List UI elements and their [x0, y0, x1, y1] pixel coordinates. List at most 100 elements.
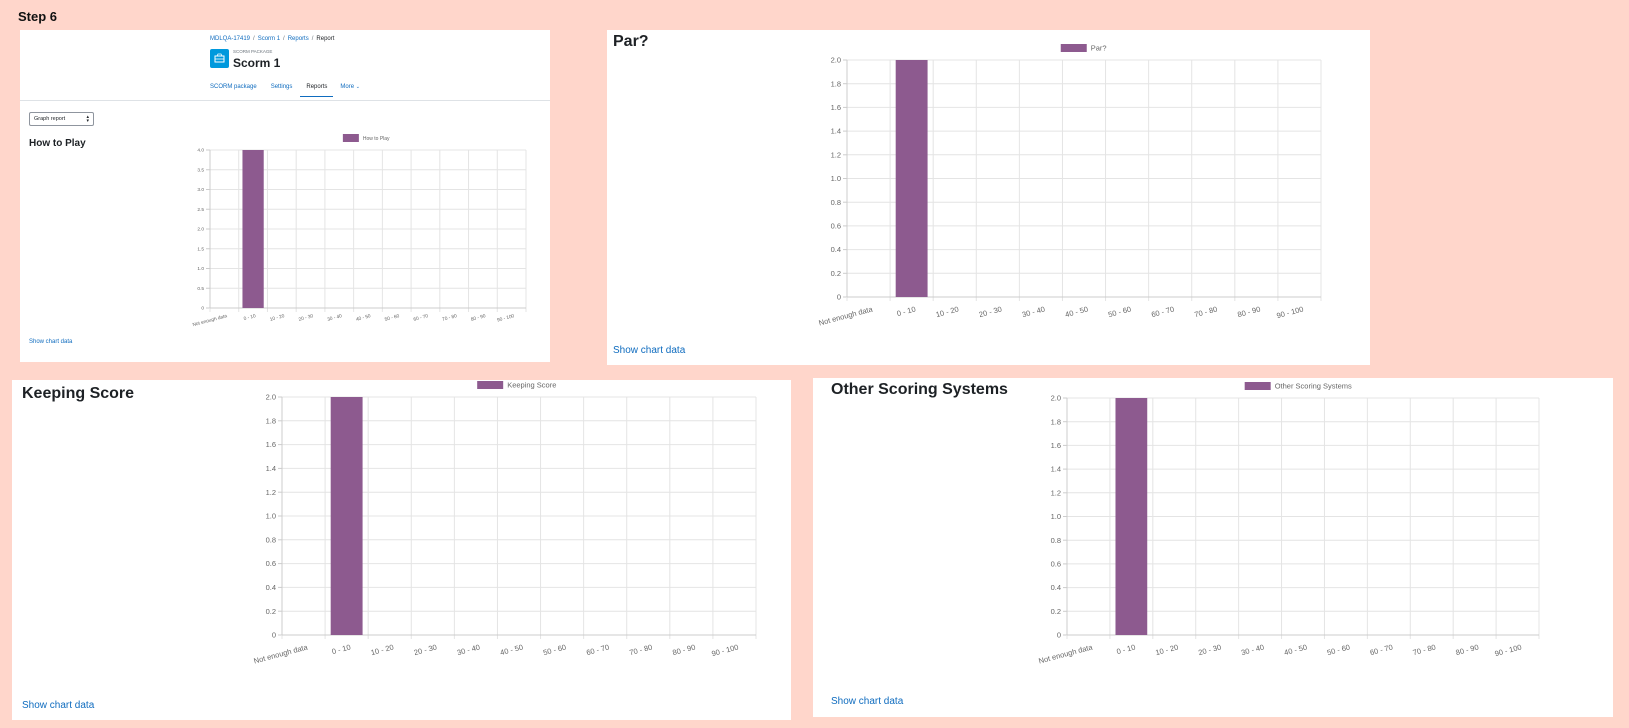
x-tick-label: 90 - 100: [1276, 304, 1305, 320]
y-tick-label: 0.6: [831, 222, 841, 231]
report-type-select[interactable]: Graph report ▴ ▾: [29, 112, 94, 126]
show-chart-data-link[interactable]: Show chart data: [22, 700, 95, 711]
bar: [330, 397, 363, 635]
y-tick-label: 0.8: [831, 198, 841, 207]
x-tick-label: 70 - 80: [442, 313, 458, 323]
y-tick-label: 0.6: [1051, 560, 1061, 569]
x-tick-label: 50 - 60: [1107, 304, 1132, 319]
y-tick-label: 0.8: [266, 535, 276, 544]
y-tick-label: 0: [201, 306, 204, 312]
x-tick-label: 20 - 30: [413, 642, 438, 657]
x-tick-label: 60 - 70: [413, 313, 429, 323]
show-chart-data-link[interactable]: Show chart data: [613, 345, 686, 356]
x-tick-label: 30 - 40: [456, 642, 481, 657]
x-tick-label: 20 - 30: [1197, 642, 1222, 657]
y-tick-label: 0.4: [831, 245, 841, 254]
y-tick-label: 2.0: [266, 393, 276, 402]
y-tick-label: 3.0: [197, 187, 204, 193]
x-tick-label: 40 - 50: [1064, 304, 1089, 319]
chart-heading: How to Play: [29, 138, 86, 149]
secondary-nav: SCORM package Settings Reports More ⌄: [210, 84, 374, 97]
x-tick-label: 0 - 10: [243, 313, 257, 322]
chart-heading: Par?: [613, 33, 649, 50]
x-tick-label: 60 - 70: [585, 642, 610, 657]
show-chart-data-link[interactable]: Show chart data: [29, 339, 73, 345]
legend-swatch: [342, 134, 359, 142]
x-tick-label: 10 - 20: [1154, 642, 1179, 657]
y-tick-label: 1.8: [831, 79, 841, 88]
y-tick-label: 0.6: [266, 559, 276, 568]
y-tick-label: 2.0: [831, 56, 841, 65]
y-tick-label: 2.0: [1051, 394, 1061, 403]
bar-chart: Keeping Score 0 0.2 0.4 0.6 0.8 1.0 1.2 1.4 1.6 1.…: [253, 381, 757, 666]
y-tick-label: 0.8: [1051, 536, 1061, 545]
x-tick-label: 50 - 60: [542, 642, 567, 657]
y-tick-label: 1.5: [197, 246, 204, 252]
y-tick-label: 0.2: [266, 607, 276, 616]
tab-settings[interactable]: Settings: [270, 84, 293, 90]
y-tick-label: 0.2: [1051, 607, 1061, 616]
y-tick-label: 2.5: [197, 207, 204, 213]
breadcrumb: MDLQA-17419/Scorm 1/Reports / Report: [210, 36, 335, 42]
x-tick-label: 10 - 20: [269, 313, 285, 323]
breadcrumb-scorm[interactable]: Scorm 1: [257, 36, 281, 42]
show-chart-data-link[interactable]: Show chart data: [831, 696, 904, 707]
chart-panel-keeping-score: Keeping Score Keeping Score 0 0.2 0.4 0.6 0.8…: [12, 380, 791, 720]
y-tick-label: 1.4: [1051, 465, 1061, 474]
y-tick-label: 1.0: [831, 174, 841, 183]
y-tick-label: 1.0: [197, 266, 204, 272]
y-tick-label: 1.8: [266, 416, 276, 425]
tab-reports[interactable]: Reports: [300, 84, 334, 97]
bar: [242, 150, 264, 308]
legend-label: Keeping Score: [507, 381, 556, 390]
y-tick-label: 1.8: [1051, 417, 1061, 426]
x-tick-label: 0 - 10: [896, 304, 917, 318]
x-tick-label: 40 - 50: [1283, 642, 1308, 657]
x-tick-label: 10 - 20: [935, 304, 960, 319]
x-tick-label: 90 - 100: [496, 313, 515, 323]
bar-chart: How to Play 0 0.5 1.0 1.5 2.0 2.5 3.0 3.5 4.0 Not …: [192, 134, 527, 328]
y-tick-label: 1.4: [266, 464, 276, 473]
legend-label: Par?: [1091, 44, 1107, 53]
x-tick-label: 20 - 30: [298, 313, 314, 323]
x-tick-label: 80 - 90: [1236, 304, 1261, 319]
x-tick-label: 60 - 70: [1369, 642, 1394, 657]
x-tick-label: Not enough data: [253, 642, 310, 665]
bar: [895, 60, 928, 297]
y-tick-label: 0.5: [197, 286, 204, 292]
page-title: Scorm 1: [233, 56, 281, 70]
tab-scorm-package[interactable]: SCORM package: [210, 84, 257, 90]
x-tick-label: Not enough data: [192, 313, 228, 328]
x-tick-label: 70 - 80: [628, 642, 653, 657]
x-tick-label: 0 - 10: [331, 642, 352, 656]
y-tick-label: 1.2: [1051, 488, 1061, 497]
chevron-down-icon: ⌄: [355, 84, 360, 90]
x-tick-label: 90 - 100: [711, 642, 740, 658]
x-tick-label: 60 - 70: [1150, 304, 1175, 319]
x-tick-label: 40 - 50: [499, 642, 524, 657]
x-tick-label: 50 - 60: [1326, 642, 1351, 657]
scorm-package-icon: [210, 49, 229, 68]
bar-chart: Other Scoring Systems 0 0.2 0.4 0.6 0.8 1.0 1.2…: [1038, 382, 1540, 666]
breadcrumb-current: Report: [316, 36, 335, 42]
y-tick-label: 1.2: [266, 488, 276, 497]
module-type-label: SCORM PACKAGE: [233, 49, 273, 54]
x-tick-label: Not enough data: [818, 304, 875, 327]
x-tick-label: 80 - 90: [470, 313, 486, 323]
y-tick-label: 0: [1057, 631, 1061, 640]
chart-heading: Keeping Score: [22, 385, 135, 402]
x-tick-label: 90 - 100: [1494, 642, 1523, 658]
y-tick-label: 4.0: [197, 148, 204, 154]
tab-more[interactable]: More ⌄: [340, 84, 367, 97]
breadcrumb-reports[interactable]: Reports: [287, 36, 309, 42]
breadcrumb-course[interactable]: MDLQA-17419: [210, 36, 251, 42]
legend-swatch: [1244, 382, 1271, 390]
x-tick-label: 0 - 10: [1116, 642, 1137, 656]
bar: [1115, 398, 1148, 635]
x-tick-label: 30 - 40: [1021, 304, 1046, 319]
step-title: Step 6: [18, 9, 58, 24]
x-tick-label: 10 - 20: [370, 642, 395, 657]
tab-more-label: More: [340, 84, 355, 90]
y-tick-label: 1.0: [266, 512, 276, 521]
x-tick-label: 20 - 30: [978, 304, 1003, 319]
